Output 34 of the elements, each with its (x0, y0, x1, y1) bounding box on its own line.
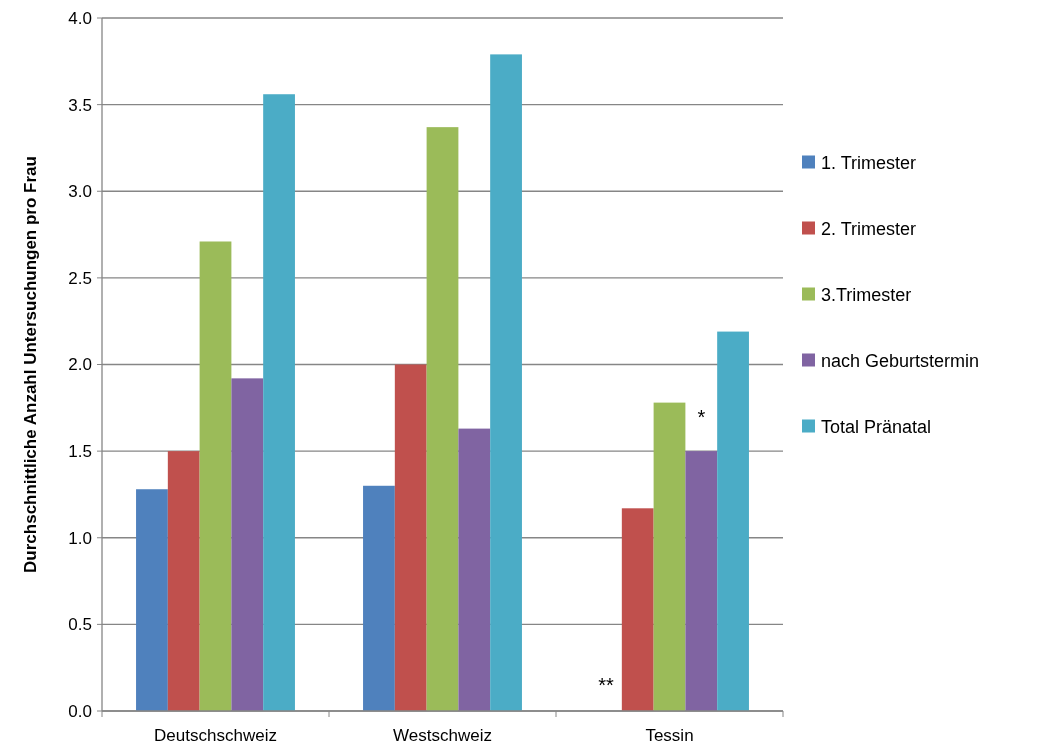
y-tick-label: 2.0 (68, 355, 92, 375)
bar (458, 428, 491, 711)
bar (490, 54, 522, 711)
legend-label: 1. Trimester (821, 152, 917, 173)
y-tick-label: 0.5 (68, 615, 92, 635)
x-tick-label: Deutschschweiz (154, 726, 277, 745)
x-tick-label: Westschweiz (393, 726, 492, 745)
y-tick-label: 3.0 (68, 182, 92, 202)
bar (136, 489, 168, 711)
bar (426, 127, 459, 711)
bar (394, 364, 427, 711)
y-tick-label: 4.0 (68, 8, 92, 28)
bar (621, 508, 654, 711)
bar (231, 378, 264, 711)
bar (653, 402, 686, 711)
y-tick-label: 1.5 (68, 442, 92, 462)
annotation: ** (598, 674, 614, 697)
bar (685, 451, 718, 711)
legend-label: Total Pränatal (821, 416, 932, 437)
bar (199, 241, 232, 711)
y-axis-title: Durchschnittliche Anzahl Untersuchungen pro Frau (21, 156, 40, 573)
annotation: * (697, 405, 706, 428)
bar (717, 331, 749, 711)
legend-label: 3.Trimester (821, 284, 912, 305)
x-tick-label: Tessin (645, 726, 694, 745)
bar (263, 94, 295, 711)
y-tick-label: 2.5 (68, 268, 92, 288)
legend-label: nach Geburtstermin (821, 350, 980, 371)
bar (363, 485, 395, 711)
legend-label: 2. Trimester (821, 218, 917, 239)
y-tick-label: 3.5 (68, 95, 92, 115)
bar (167, 451, 200, 711)
y-tick-label: 1.0 (68, 528, 92, 548)
y-tick-label: 0.0 (68, 701, 92, 721)
